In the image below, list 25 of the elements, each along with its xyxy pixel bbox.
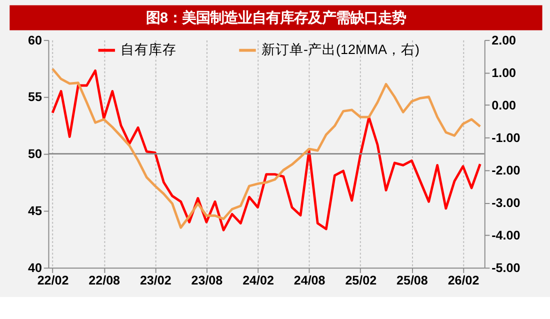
y2-tick-label: 1.00 — [492, 66, 516, 80]
legend-label: 自有库存 — [120, 42, 177, 58]
y-tick-label: 60 — [28, 33, 42, 48]
x-tick-label: 23/02 — [140, 274, 172, 288]
y2-tick-label: 2.00 — [492, 33, 516, 48]
x-tick-label: 23/08 — [191, 274, 223, 288]
x-tick-label: 22/02 — [37, 274, 69, 288]
x-tick-label: 25/08 — [396, 274, 428, 288]
x-tick-label: 26/02 — [448, 274, 480, 288]
y2-tick-label: 0.00 — [492, 98, 516, 112]
x-tick-label: 24/08 — [294, 274, 326, 288]
y2-tick-label: -1.00 — [492, 130, 520, 145]
x-tick-label: 24/02 — [242, 274, 274, 288]
y2-tick-label: -2.00 — [492, 163, 520, 178]
chart-title: 图8：美国制造业自有库存及产需缺口走势 — [146, 10, 406, 27]
y-tick-label: 50 — [28, 147, 42, 162]
x-tick-label: 25/02 — [345, 274, 377, 288]
y2-tick-label: -3.00 — [492, 196, 520, 210]
y2-tick-label: -4.00 — [492, 228, 520, 242]
legend-label: 新订单-产出(12MMA，右) — [261, 42, 420, 58]
y-tick-label: 55 — [28, 90, 42, 104]
x-tick-label: 22/08 — [88, 274, 120, 288]
y2-tick-label: -5.00 — [492, 261, 520, 276]
y-tick-label: 40 — [28, 261, 42, 276]
y-tick-label: 45 — [28, 204, 42, 218]
